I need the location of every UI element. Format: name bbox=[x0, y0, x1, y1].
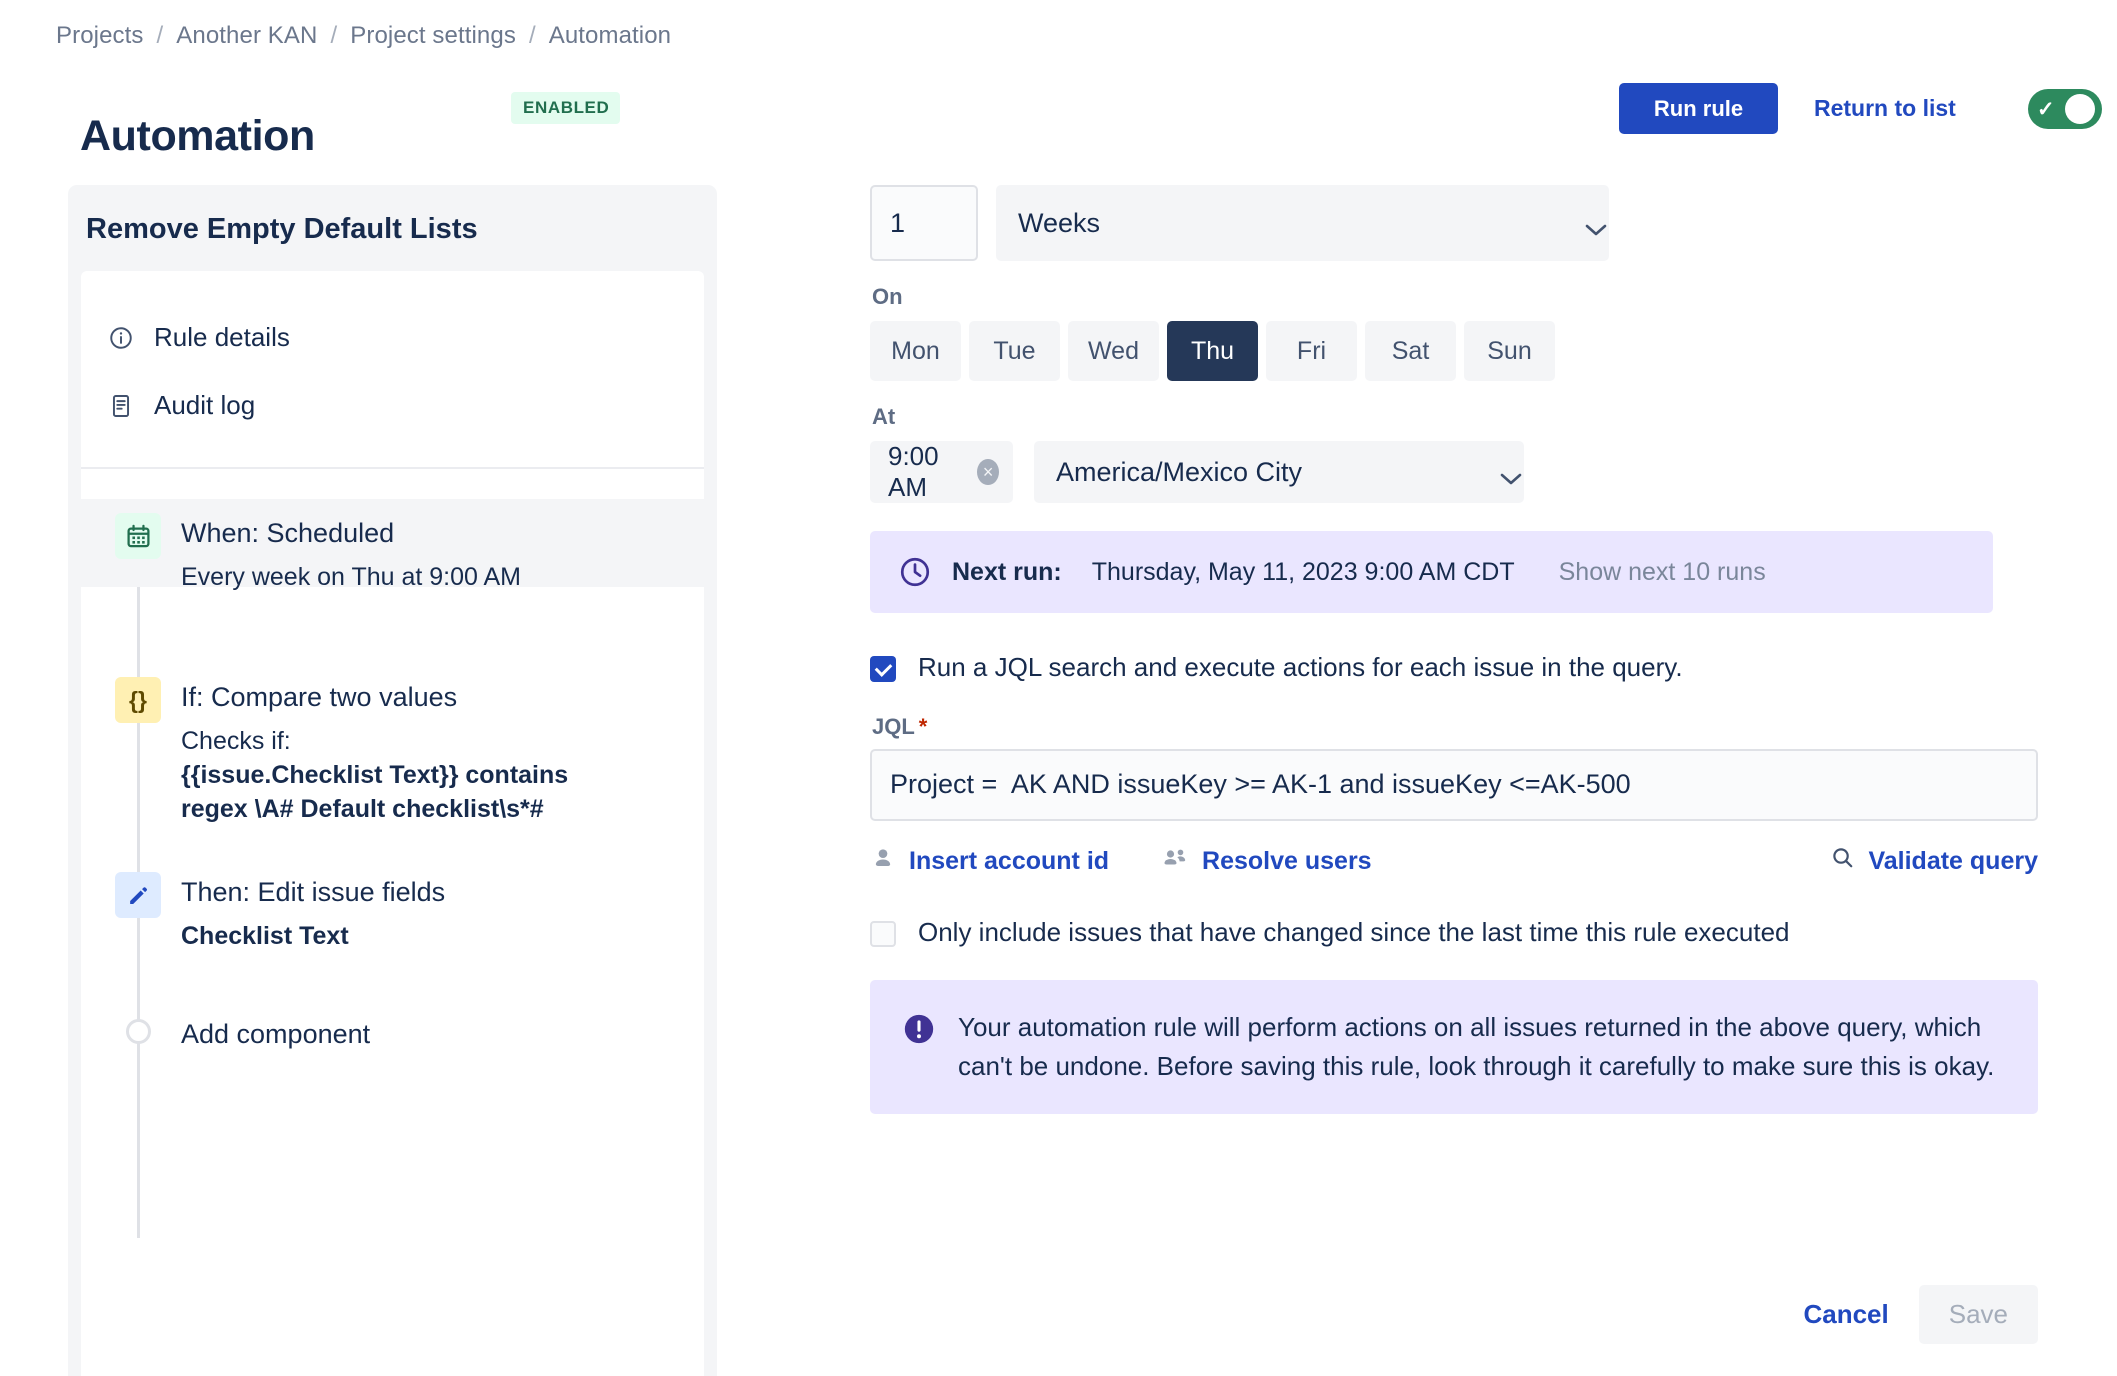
person-icon bbox=[870, 845, 896, 878]
warning-banner: Your automation rule will perform action… bbox=[870, 980, 2038, 1114]
at-label: At bbox=[872, 404, 896, 429]
next-run-banner: Next run: Thursday, May 11, 2023 9:00 AM… bbox=[870, 531, 1993, 613]
resolve-users-label: Resolve users bbox=[1202, 846, 1372, 875]
only-changed-label: Only include issues that have changed si… bbox=[918, 916, 1790, 947]
timezone-select[interactable]: America/Mexico City bbox=[1034, 441, 1524, 503]
info-icon bbox=[108, 325, 134, 351]
exclamation-icon bbox=[902, 1012, 936, 1086]
toggle-knob bbox=[2065, 94, 2095, 124]
breadcrumb-item-another-kan[interactable]: Another KAN bbox=[176, 22, 318, 49]
rule-step-when-scheduled[interactable]: When: Scheduled Every week on Thu at 9:0… bbox=[81, 499, 704, 591]
rule-sidebar-card: Rule details Audit log bbox=[81, 271, 704, 1376]
breadcrumb-separator: / bbox=[156, 22, 164, 49]
sidebar-item-label: Rule details bbox=[154, 322, 290, 352]
add-component-circle-icon bbox=[126, 1019, 151, 1044]
weekday-mon[interactable]: Mon bbox=[870, 321, 961, 381]
interval-unit-select[interactable]: Weeks bbox=[996, 185, 1609, 261]
time-row: 9:00 AM × America/Mexico City bbox=[870, 441, 2060, 503]
return-to-list-link[interactable]: Return to list bbox=[1814, 95, 1956, 121]
check-icon: ✓ bbox=[2037, 97, 2055, 121]
sidebar-item-rule-details[interactable]: Rule details bbox=[108, 322, 290, 353]
status-badge: ENABLED bbox=[511, 92, 621, 124]
breadcrumb-separator: / bbox=[330, 22, 338, 49]
jql-helper-links: Insert account id Resolve users bbox=[870, 845, 2038, 878]
only-changed-checkbox[interactable] bbox=[870, 920, 896, 947]
weekday-selector: Mon Tue Wed Thu Fri Sat Sun bbox=[870, 321, 2060, 381]
interval-value-input[interactable] bbox=[870, 185, 978, 261]
weekday-thu[interactable]: Thu bbox=[1167, 321, 1258, 381]
pencil-icon bbox=[115, 872, 161, 918]
on-label: On bbox=[872, 284, 903, 309]
page-title: Automation bbox=[80, 111, 315, 160]
rule-step-subtitle: Checklist Text bbox=[181, 922, 349, 950]
rule-step-subtitle-line2: {{issue.Checklist Text}} contains bbox=[181, 760, 569, 789]
rule-step-title: If: Compare two values bbox=[181, 682, 458, 712]
breadcrumb-separator: / bbox=[528, 22, 536, 49]
breadcrumb: Projects / Another KAN / Project setting… bbox=[56, 22, 671, 50]
insert-account-id-label: Insert account id bbox=[909, 846, 1110, 875]
rule-step-title: Then: Edit issue fields bbox=[181, 877, 446, 907]
jql-field-label: JQL * bbox=[872, 713, 928, 739]
rule-step-title: When: Scheduled bbox=[181, 518, 395, 548]
validate-query-link[interactable]: Validate query bbox=[1830, 845, 2038, 877]
rule-step-if-compare[interactable]: {} If: Compare two values Checks if: {{i… bbox=[81, 663, 704, 823]
interval-unit-value: Weeks bbox=[1018, 207, 1101, 238]
clock-icon bbox=[898, 555, 932, 589]
add-component-button[interactable]: Add component bbox=[181, 1019, 371, 1049]
timezone-value: America/Mexico City bbox=[1056, 456, 1303, 487]
rule-step-subtitle: Checks if: {{issue.Checklist Text}} cont… bbox=[181, 725, 568, 826]
run-jql-search-label: Run a JQL search and execute actions for… bbox=[918, 652, 1683, 682]
insert-account-id-link[interactable]: Insert account id bbox=[870, 845, 1109, 878]
breadcrumb-item-projects[interactable]: Projects bbox=[56, 22, 144, 49]
run-jql-search-checkbox[interactable] bbox=[870, 656, 896, 682]
schedule-config-panel: Weeks On Mon Tue Wed Thu Fri Sat Sun At … bbox=[870, 185, 2060, 1114]
only-changed-row: Only include issues that have changed si… bbox=[870, 916, 2060, 949]
breadcrumb-item-automation[interactable]: Automation bbox=[548, 22, 672, 49]
sidebar-item-label: Audit log bbox=[154, 390, 256, 420]
time-value: 9:00 AM bbox=[888, 441, 939, 502]
search-icon bbox=[1830, 845, 1855, 877]
required-marker: * bbox=[918, 713, 928, 739]
weekday-sat[interactable]: Sat bbox=[1365, 321, 1456, 381]
weekday-sun[interactable]: Sun bbox=[1464, 321, 1555, 381]
save-button[interactable]: Save bbox=[1918, 1285, 2038, 1344]
rule-step-subtitle: Every week on Thu at 9:00 AM bbox=[181, 563, 522, 591]
sidebar-item-audit-log[interactable]: Audit log bbox=[108, 390, 255, 421]
clear-icon[interactable]: × bbox=[977, 459, 999, 485]
sidebar-divider bbox=[81, 467, 704, 469]
rule-step-subtitle-line3: regex \A# Default checklist\s*# bbox=[181, 794, 544, 823]
rule-name: Remove Empty Default Lists bbox=[86, 213, 478, 245]
breadcrumb-item-project-settings[interactable]: Project settings bbox=[350, 22, 516, 49]
document-icon bbox=[108, 393, 134, 419]
interval-row: Weeks bbox=[870, 185, 2060, 261]
resolve-users-link[interactable]: Resolve users bbox=[1161, 845, 1372, 878]
rule-step-then-edit-fields[interactable]: Then: Edit issue fields Checklist Text bbox=[81, 858, 704, 950]
rule-enabled-toggle[interactable]: ✓ bbox=[2028, 89, 2102, 129]
people-icon bbox=[1161, 845, 1189, 878]
warning-text: Your automation rule will perform action… bbox=[958, 1012, 1995, 1081]
next-run-value: Thursday, May 11, 2023 9:00 AM CDT bbox=[1091, 557, 1515, 586]
cancel-button[interactable]: Cancel bbox=[1795, 1289, 1896, 1340]
weekday-wed[interactable]: Wed bbox=[1068, 321, 1159, 381]
next-run-label: Next run: bbox=[952, 557, 1062, 586]
run-rule-button[interactable]: Run rule bbox=[1619, 83, 1778, 134]
run-jql-search-row: Run a JQL search and execute actions for… bbox=[870, 651, 2060, 684]
rule-sidebar: Remove Empty Default Lists Rule details bbox=[68, 185, 717, 1376]
show-next-runs-link[interactable]: Show next 10 runs bbox=[1558, 557, 1766, 586]
calendar-icon bbox=[115, 513, 161, 559]
jql-query-input[interactable] bbox=[870, 748, 2038, 821]
form-actions: Cancel Save bbox=[870, 1285, 2038, 1344]
weekday-fri[interactable]: Fri bbox=[1266, 321, 1357, 381]
rule-step-subtitle-line1: Checks if: bbox=[181, 727, 291, 755]
time-input[interactable]: 9:00 AM × bbox=[870, 441, 1013, 503]
braces-icon: {} bbox=[115, 677, 161, 723]
weekday-tue[interactable]: Tue bbox=[969, 321, 1060, 381]
validate-query-label: Validate query bbox=[1868, 846, 2038, 875]
